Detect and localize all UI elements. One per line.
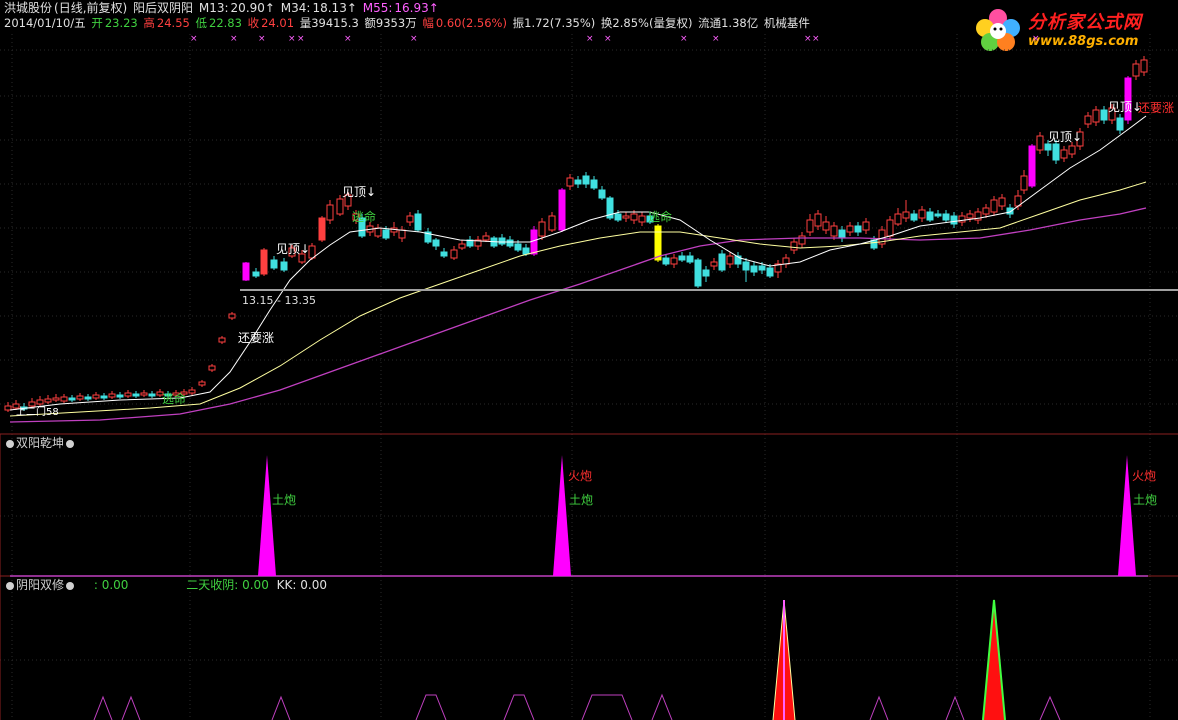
- change-value: 0.60(2.56%): [435, 16, 507, 30]
- svg-text:×: ×: [1032, 34, 1040, 44]
- svg-text:×: ×: [288, 34, 296, 44]
- stock-name: 洪城股份: [4, 1, 53, 15]
- logo-name: 分析家公式网: [1028, 12, 1142, 33]
- ma13-label: M13:: [198, 1, 229, 15]
- svg-text:×: ×: [604, 34, 612, 44]
- svg-text:×: ×: [680, 34, 688, 44]
- low-label: 低: [195, 16, 208, 30]
- high-value: 24.55: [156, 16, 190, 30]
- ma55-label: M55:: [362, 1, 393, 15]
- grid-lines: [0, 34, 1178, 720]
- panel3-title[interactable]: 阴阳双修 : 0.00 二天收阴: 0.00 KK: 0.00: [4, 578, 327, 592]
- svg-text:×: ×: [812, 34, 820, 44]
- panel-dot-icon: [6, 581, 14, 590]
- svg-text:×: ×: [258, 34, 266, 44]
- turnover-value: 换2.85%(量复权): [600, 16, 693, 30]
- quote-line: 2014/01/10/五 开 23.23 高 24.55 低 22.83 收 24.01…: [4, 16, 812, 31]
- top-label-3: 见顶↓: [1048, 130, 1082, 144]
- top-label-1: 见顶↓: [276, 242, 310, 256]
- escape-label-2: 逃命: [162, 391, 186, 406]
- period-label: (日线,前复权): [54, 1, 128, 15]
- tupao-label-1: 土炮: [272, 493, 296, 507]
- svg-text:×: ×: [344, 34, 352, 44]
- still-up-label-2: 还要涨: [1138, 100, 1174, 115]
- huopao-label-1: 火炮: [568, 469, 592, 483]
- close-value: 24.01: [261, 16, 295, 30]
- ma55-value: 16.93↑: [394, 1, 439, 15]
- tupao-label-3: 土炮: [1133, 493, 1157, 507]
- amount-value: 额9353万: [364, 16, 417, 30]
- low-value: 22.83: [209, 16, 242, 30]
- top-label-4: 见顶↓: [1108, 100, 1142, 114]
- left-label: 上二门58: [16, 405, 59, 418]
- high-label: 高: [143, 16, 155, 30]
- panel3-value-3: KK: 0.00: [276, 578, 327, 592]
- svg-text:×: ×: [712, 34, 720, 44]
- panel-dot-icon: [6, 439, 14, 448]
- svg-text:×: ×: [410, 34, 418, 44]
- amplitude-value: 振1.72(7.35%): [512, 16, 596, 30]
- close-label: 收: [247, 16, 260, 30]
- indicator-name: 阳后双阴阳: [133, 1, 194, 15]
- ma34-value: 18.13↑: [312, 1, 357, 15]
- flower-logo-icon: [976, 9, 1020, 51]
- panel3-title-text: 阴阳双修: [16, 578, 65, 592]
- panel-dot-icon: [66, 439, 75, 448]
- svg-text:×: ×: [586, 34, 594, 44]
- top-label-2: 见顶↓: [342, 185, 376, 199]
- svg-text:×: ×: [190, 34, 198, 44]
- svg-text:×: ×: [804, 34, 812, 44]
- site-logo: 分析家公式网 www.88gs.com: [972, 4, 1172, 54]
- header-line: 洪城股份 (日线,前复权) 阳后双阴阳 M13: 20.90↑ M34: 18.13↑…: [4, 1, 441, 16]
- panel2-title-text: 双阳乾坤: [16, 436, 65, 450]
- ma55-line: [9, 207, 1147, 423]
- huopao-label-2: 火炮: [1132, 469, 1156, 483]
- quote-date: 2014/01/10/五: [4, 16, 86, 30]
- panel3-peaks: [93, 599, 1061, 720]
- ma34-line: [9, 181, 1147, 417]
- x-markers: × × × × × × × × × × × × × ×: [190, 34, 1040, 44]
- escape-label-3: 逃命: [648, 209, 672, 224]
- change-label: 幅: [422, 16, 434, 30]
- range-label: 13.15 - 13.35: [242, 294, 316, 307]
- panel2-spikes: [10, 455, 1148, 577]
- candlesticks: [4, 56, 1148, 412]
- panel2-title[interactable]: 双阳乾坤: [4, 436, 76, 450]
- float-value: 流通1.38亿: [698, 16, 759, 30]
- sector-value: 机械基件: [763, 16, 810, 30]
- volume-value: 量39415.3: [299, 16, 359, 30]
- ma13-value: 20.90↑: [230, 1, 275, 15]
- ma34-label: M34:: [280, 1, 311, 15]
- open-label: 开: [91, 16, 103, 30]
- open-value: 23.23: [104, 16, 138, 30]
- tupao-label-2: 土炮: [569, 493, 593, 507]
- panel-dot-icon: [66, 581, 75, 590]
- svg-text:×: ×: [297, 34, 305, 44]
- ma13-line: [9, 115, 1147, 411]
- escape-label-1: 逃命: [352, 209, 376, 224]
- still-up-label: 还要涨: [238, 330, 274, 345]
- panel3-value-1: : 0.00: [93, 578, 129, 592]
- logo-url: www.88gs.com: [1028, 34, 1139, 49]
- svg-text:×: ×: [230, 34, 238, 44]
- panel3-value-2: 二天收阴: 0.00: [186, 578, 269, 592]
